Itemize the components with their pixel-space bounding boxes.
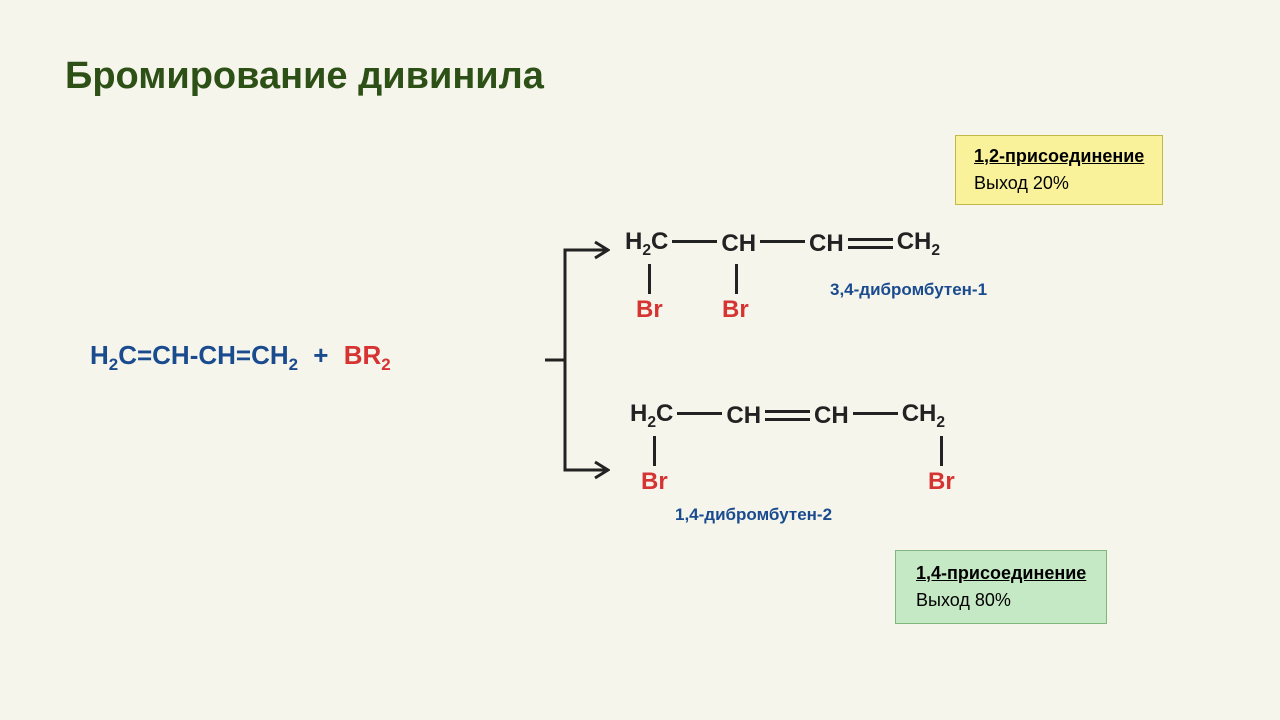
product-34-dibromobutene: H2C CH CH CH2 bbox=[625, 228, 940, 260]
box-14-addition: 1,4-присоединение Выход 80% bbox=[895, 550, 1107, 624]
product-top-name: 3,4-дибромбутен-1 bbox=[830, 280, 987, 300]
br-atom: Br bbox=[636, 296, 663, 324]
product-14-dibromobutene: H2C CH CH CH2 bbox=[630, 400, 945, 432]
box-12-title: 1,2-присоединение bbox=[974, 146, 1144, 167]
plus-sign: + bbox=[313, 340, 328, 370]
bond-single bbox=[672, 240, 717, 243]
box-14-title: 1,4-присоединение bbox=[916, 563, 1086, 584]
vert-bond bbox=[648, 264, 651, 294]
br-atom: Br bbox=[928, 468, 955, 496]
atom-h2c: H2C bbox=[625, 228, 668, 260]
bromine-formula: BR2 bbox=[344, 340, 391, 370]
br-atom: Br bbox=[722, 296, 749, 324]
reaction-bracket bbox=[540, 230, 610, 490]
page-title: Бромирование дивинила bbox=[65, 55, 544, 98]
product-bottom-name: 1,4-дибромбутен-2 bbox=[675, 505, 832, 525]
box-14-yield: Выход 80% bbox=[916, 590, 1086, 611]
vert-bond bbox=[735, 264, 738, 294]
atom-ch2: CH2 bbox=[902, 400, 945, 432]
vert-bond bbox=[940, 436, 943, 466]
br-atom: Br bbox=[641, 468, 668, 496]
atom-ch: CH bbox=[726, 402, 761, 430]
atom-ch2: CH2 bbox=[897, 228, 940, 260]
atom-ch: CH bbox=[814, 402, 849, 430]
reactant-formula: H2C=CH-CH=CH2 + BR2 bbox=[90, 340, 391, 375]
bond-single bbox=[677, 412, 722, 415]
vert-bond bbox=[653, 436, 656, 466]
atom-ch: CH bbox=[721, 230, 756, 258]
divinyl-formula: H2C=CH-CH=CH2 bbox=[90, 340, 298, 370]
atom-ch: CH bbox=[809, 230, 844, 258]
atom-h2c: H2C bbox=[630, 400, 673, 432]
bond-single bbox=[853, 412, 898, 415]
box-12-addition: 1,2-присоединение Выход 20% bbox=[955, 135, 1163, 205]
box-12-yield: Выход 20% bbox=[974, 173, 1144, 194]
bond-single bbox=[760, 240, 805, 243]
